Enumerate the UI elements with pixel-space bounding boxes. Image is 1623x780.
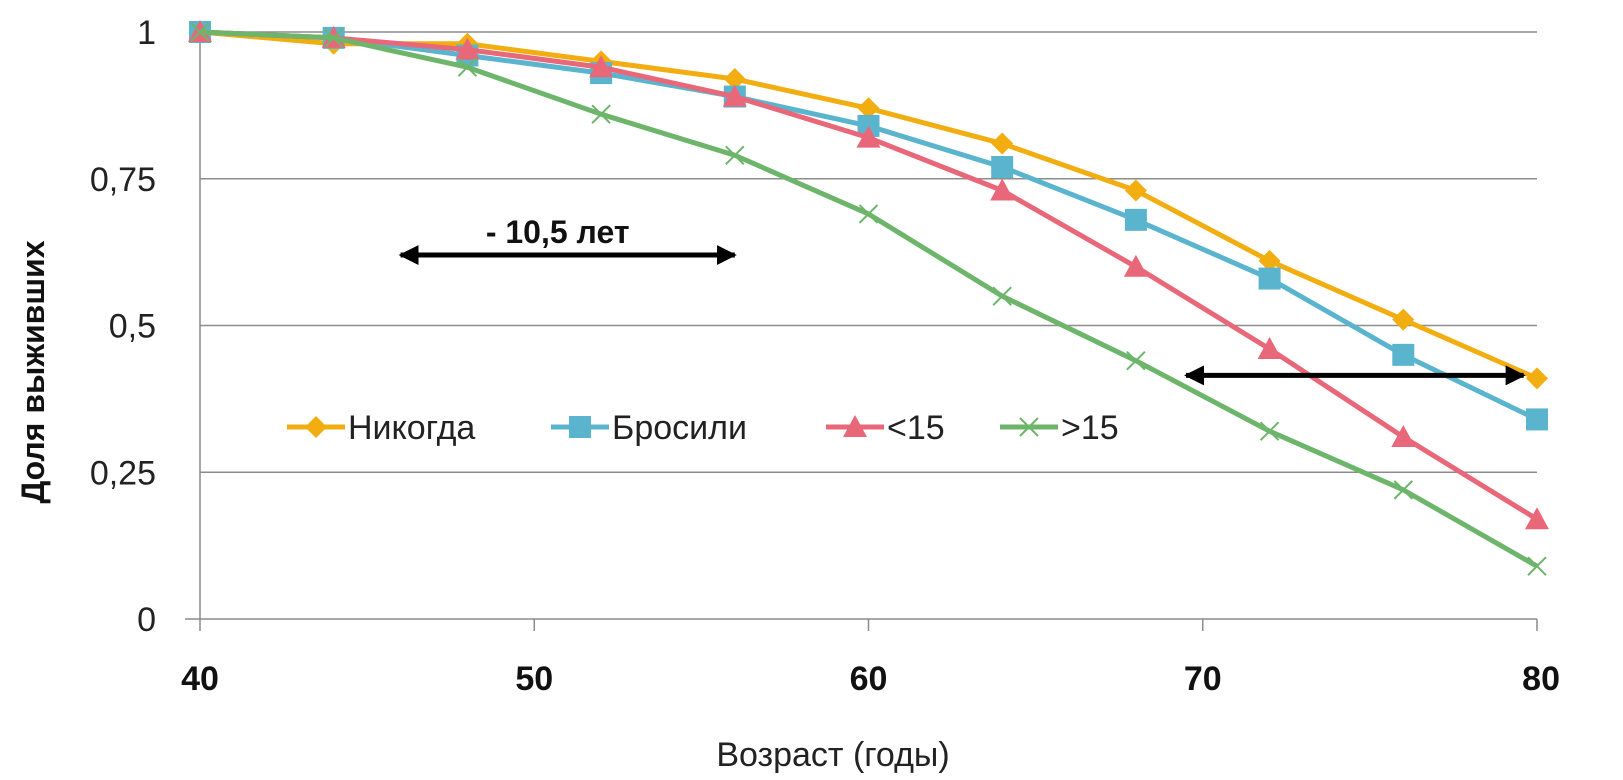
series-layer — [188, 20, 1549, 576]
x-marker-stroke — [457, 57, 478, 77]
data-point — [1258, 249, 1281, 272]
x-marker-stroke — [1126, 351, 1146, 371]
data-point — [455, 37, 480, 60]
legend-item: >15 — [1000, 409, 1119, 447]
data-point — [990, 178, 1015, 201]
data-point — [1123, 254, 1148, 277]
x-marker-stroke — [1393, 480, 1414, 500]
data-point — [1258, 267, 1281, 290]
data-point — [1527, 556, 1547, 576]
data-point — [1124, 179, 1147, 202]
x-marker-stroke — [1259, 421, 1280, 441]
data-point — [991, 132, 1014, 155]
y-axis-title: Доля выживших — [15, 240, 51, 503]
y-tick-label: 0,75 — [90, 161, 156, 199]
y-tick-label: 0,25 — [90, 454, 156, 492]
x-marker-stroke — [323, 28, 344, 48]
y-tick-label: 1 — [137, 14, 156, 52]
x-tick-label: 70 — [1184, 660, 1222, 698]
x-tick-label: 50 — [515, 660, 553, 698]
legend-item: <15 — [826, 409, 945, 447]
legend-label: >15 — [1061, 409, 1119, 447]
data-point — [725, 145, 745, 165]
data-point — [1124, 208, 1147, 231]
axes: 0 0,25 0,5 0,75 1 40 50 60 70 80 — [90, 14, 1560, 698]
legend: Никогда Бросили <15 >15 — [287, 409, 1119, 447]
x-marker-stroke — [591, 104, 611, 124]
x-tick-label: 60 — [850, 660, 888, 698]
x-tick-label: 40 — [181, 660, 219, 698]
legend-label: <15 — [887, 409, 945, 447]
legend-item: Никогда — [287, 409, 475, 447]
data-point — [857, 97, 880, 120]
data-point — [992, 286, 1012, 306]
data-point — [1257, 336, 1282, 359]
legend-swatch-marker — [1019, 417, 1039, 437]
y-tick-label: 0,5 — [109, 308, 156, 346]
data-point — [323, 28, 344, 48]
series-line — [199, 29, 1539, 381]
annotation-label: - 10,5 лет — [486, 214, 630, 250]
legend-swatch-marker — [305, 416, 327, 438]
data-point — [589, 55, 614, 78]
annotations: - 10,5 лет — [398, 214, 1526, 386]
series-2 — [189, 21, 1548, 431]
series-1 — [189, 21, 1548, 390]
x-marker-stroke — [858, 204, 879, 224]
legend-label: Бросили — [612, 409, 747, 447]
data-point — [722, 84, 747, 107]
x-marker-stroke — [1019, 417, 1039, 437]
x-tick-label: 80 — [1522, 660, 1560, 698]
data-point — [190, 22, 210, 42]
data-point — [1525, 507, 1549, 530]
series-line — [199, 29, 1539, 422]
data-point — [1392, 308, 1415, 331]
x-marker-stroke — [725, 145, 745, 165]
data-point — [1526, 367, 1548, 390]
x-marker-stroke — [190, 22, 210, 42]
legend-item: Бросили — [551, 409, 747, 447]
data-point — [991, 156, 1014, 179]
data-point — [1126, 351, 1146, 371]
data-point — [856, 125, 881, 148]
data-point — [1526, 408, 1548, 431]
data-point — [1392, 343, 1415, 366]
x-marker-stroke — [992, 286, 1012, 306]
y-tick-label: 0 — [137, 601, 156, 639]
legend-swatch-marker — [569, 416, 591, 438]
data-point — [457, 57, 478, 77]
data-point — [1393, 480, 1414, 500]
legend-swatch-marker — [843, 415, 867, 437]
series-3 — [188, 20, 1549, 530]
legend-label: Никогда — [348, 409, 475, 447]
data-point — [1391, 425, 1416, 448]
data-point — [591, 104, 611, 124]
series-4 — [190, 22, 1547, 576]
data-point — [1259, 421, 1280, 441]
grid-lines — [200, 31, 1537, 473]
x-axis-title: Возраст (годы) — [716, 736, 949, 774]
x-marker-stroke — [1527, 556, 1547, 576]
data-point — [723, 67, 746, 90]
data-point — [858, 204, 879, 224]
